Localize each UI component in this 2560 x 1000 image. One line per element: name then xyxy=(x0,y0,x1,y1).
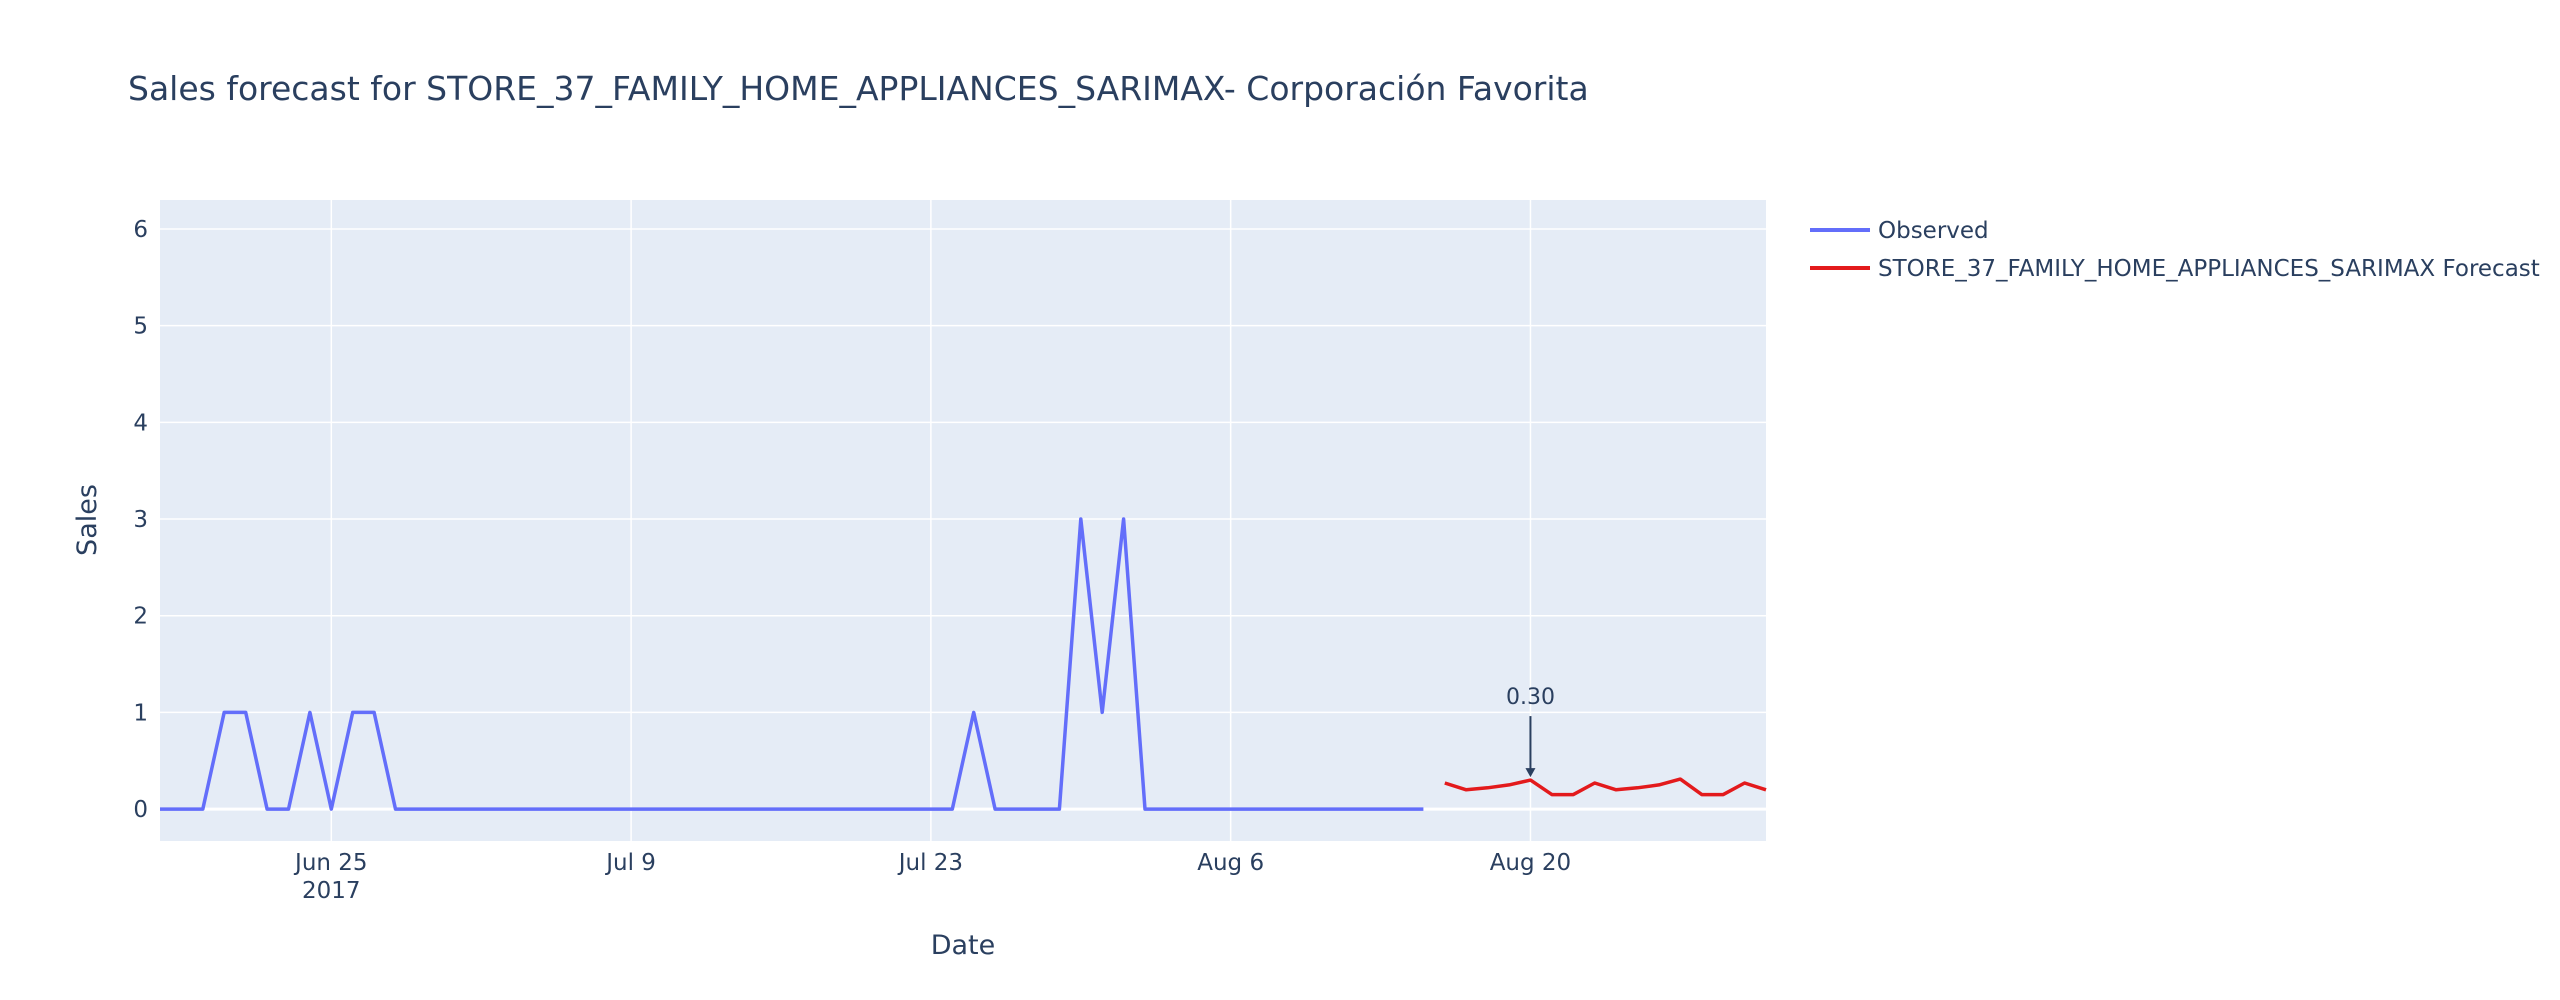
x-tick-label: Aug 20 xyxy=(1490,850,1572,876)
y-tick-label: 4 xyxy=(133,410,148,436)
x-axis-title: Date xyxy=(931,930,996,961)
legend[interactable]: Observed STORE_37_FAMILY_HOME_APPLIANCES_… xyxy=(1810,218,2540,282)
x-tick-label: Jul 23 xyxy=(897,850,963,876)
y-tick-label: 2 xyxy=(133,604,148,630)
y-tick-label: 3 xyxy=(133,507,148,533)
y-tick-label: 5 xyxy=(133,314,148,340)
y-tick-label: 6 xyxy=(133,217,148,243)
y-axis-ticks: 0 1 2 3 4 5 6 xyxy=(133,217,148,823)
legend-item[interactable]: STORE_37_FAMILY_HOME_APPLIANCES_SARIMAX … xyxy=(1810,256,2540,282)
y-tick-label: 0 xyxy=(133,797,148,823)
legend-item[interactable]: Observed xyxy=(1810,218,1989,244)
x-tick-sublabel: 2017 xyxy=(302,878,361,904)
series-line-forecast xyxy=(1444,777,1767,797)
legend-label: Observed xyxy=(1878,218,1989,244)
series-line-observed xyxy=(160,517,1424,811)
annotation-label: 0.30 xyxy=(1506,685,1555,710)
y-tick-label: 1 xyxy=(133,700,148,726)
annotation-arrowhead xyxy=(1525,768,1536,778)
gridlines xyxy=(160,200,1766,841)
x-tick-label: Aug 6 xyxy=(1197,850,1264,876)
x-tick-label: Jul 9 xyxy=(604,850,656,876)
y-axis-title: Sales xyxy=(72,484,103,556)
chart-title: Sales forecast for STORE_37_FAMILY_HOME_… xyxy=(128,69,1589,108)
series-layer xyxy=(160,517,1767,811)
annotation-layer: 0.30 xyxy=(1506,685,1555,778)
x-tick-label: Jun 25 xyxy=(293,850,368,876)
legend-label: STORE_37_FAMILY_HOME_APPLIANCES_SARIMAX … xyxy=(1878,256,2540,282)
plot-area xyxy=(160,200,1766,841)
